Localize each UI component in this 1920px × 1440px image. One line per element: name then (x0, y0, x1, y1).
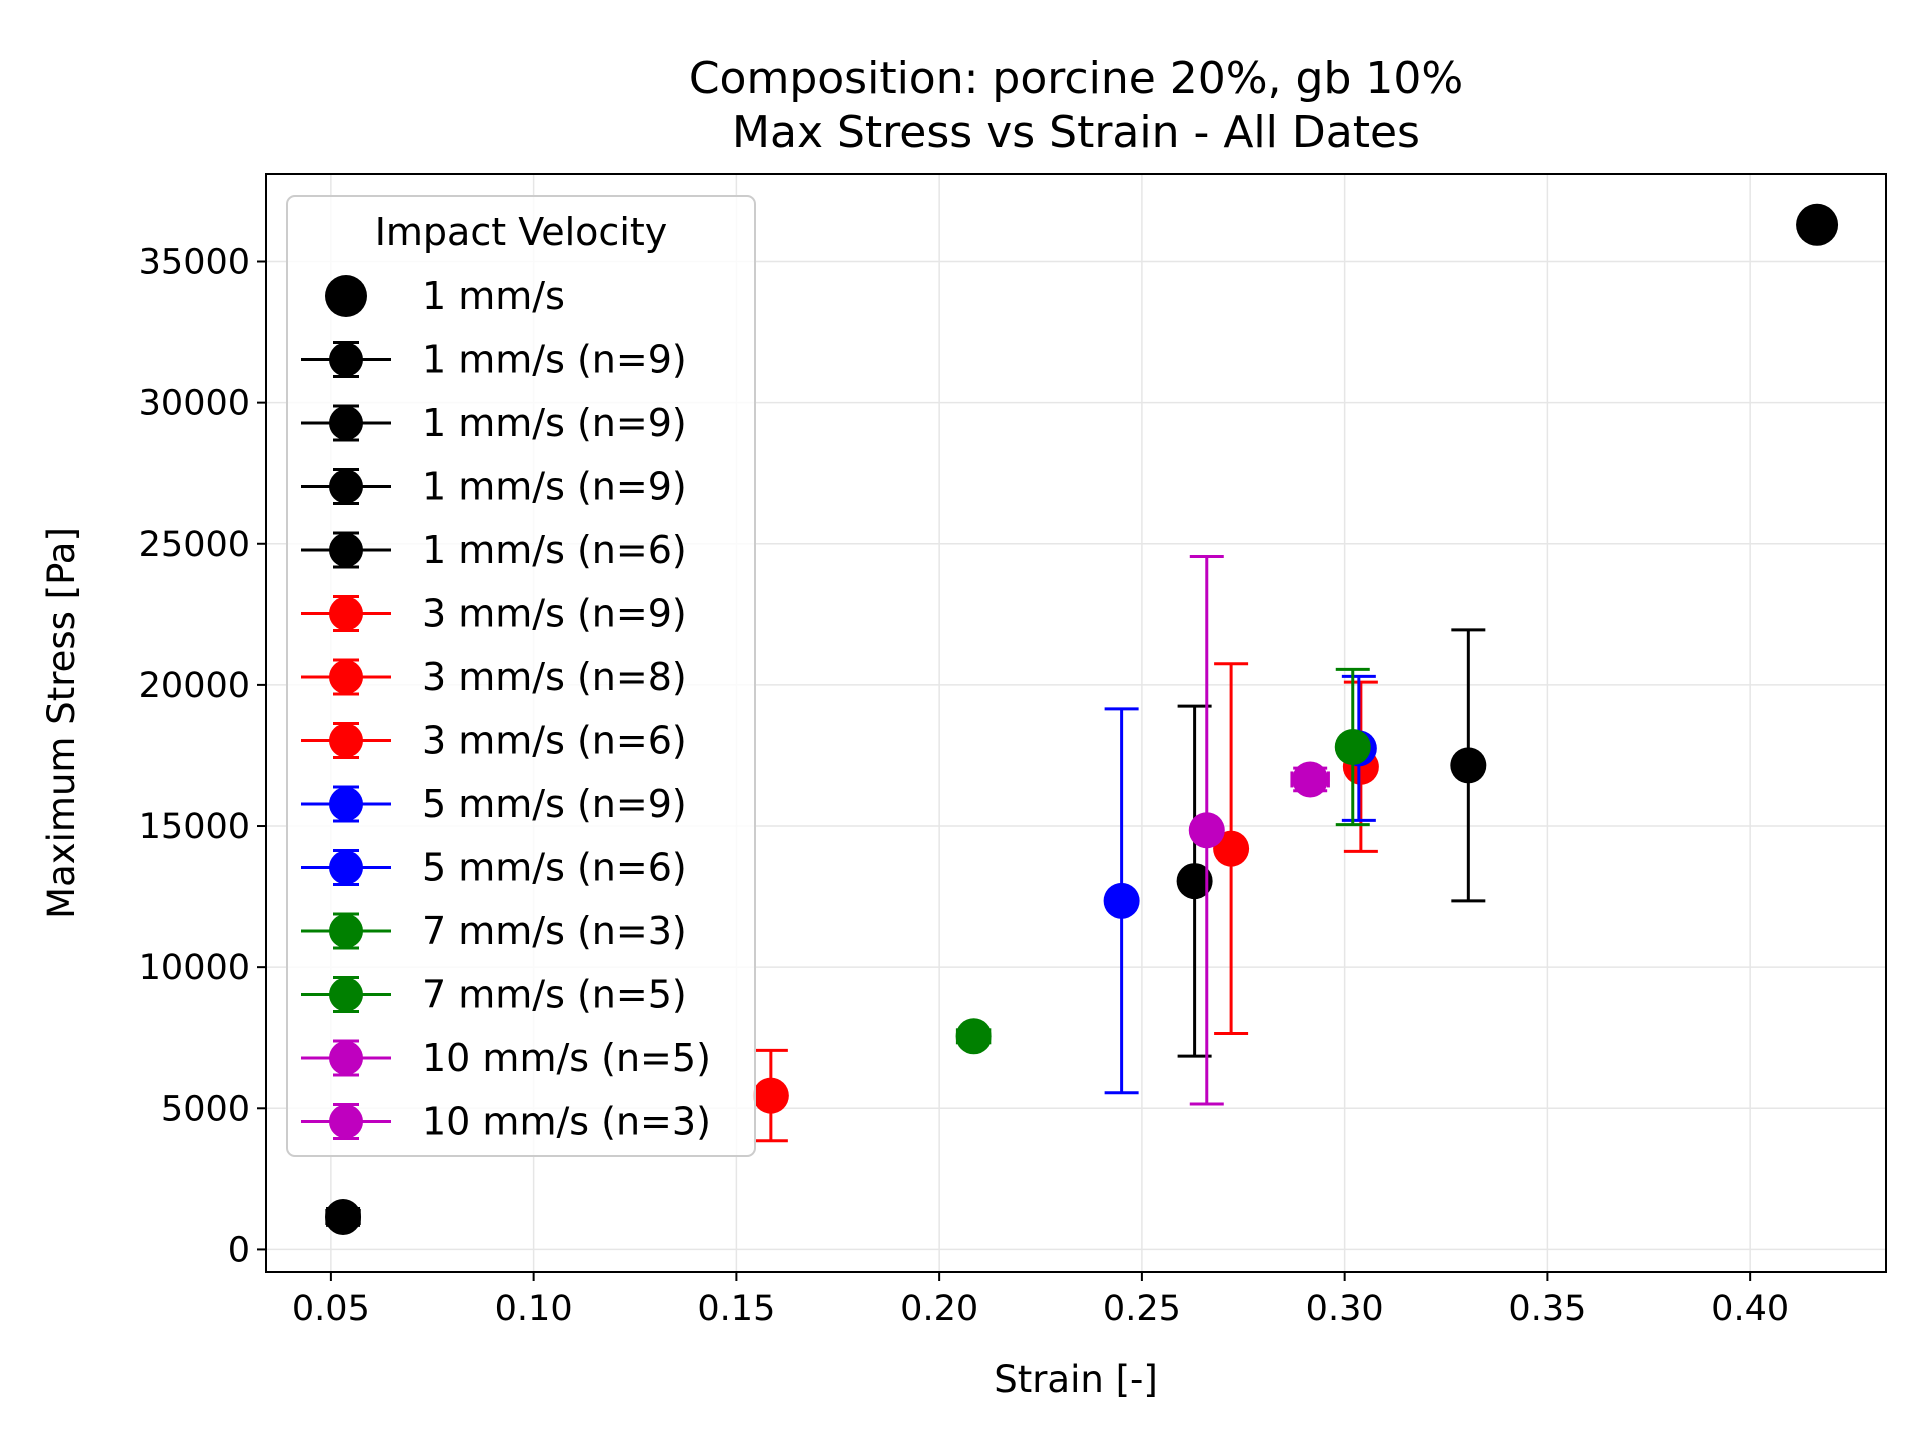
x-axis-ticks: 0.05 0.10 0.15 0.20 0.25 0.30 0.35 0.40 (292, 1272, 1789, 1329)
legend-label: 10 mm/s (n=5) (422, 1036, 711, 1080)
legend-label: 3 mm/s (n=9) (422, 592, 687, 636)
legend-marker (329, 1041, 363, 1075)
data-point (325, 1198, 362, 1235)
legend-label: 3 mm/s (n=8) (422, 655, 687, 699)
y-tick-label: 15000 (139, 807, 250, 847)
legend-marker (329, 469, 363, 504)
legend-marker (329, 977, 363, 1012)
legend-entry: 3 mm/s (n=9) (301, 592, 687, 636)
legend-label: 1 mm/s (n=9) (422, 338, 687, 382)
y-tick-label: 5000 (161, 1089, 250, 1129)
data-point-group (325, 1198, 362, 1235)
legend-entry: 3 mm/s (n=8) (301, 655, 687, 699)
legend-label: 1 mm/s (n=9) (422, 465, 687, 509)
legend-entry: 1 mm/s (n=6) (301, 528, 687, 572)
y-tick-label: 30000 (139, 384, 250, 424)
legend-entry: 1 mm/s (n=9) (301, 338, 687, 382)
legend-marker (329, 850, 363, 885)
chart-title-line-1: Composition: porcine 20%, gb 10% (689, 53, 1463, 104)
legend-marker (329, 342, 363, 377)
data-point-group (1450, 628, 1487, 903)
legend-title: Impact Velocity (375, 210, 668, 254)
x-tick-label: 0.20 (900, 1289, 978, 1329)
legend-label: 7 mm/s (n=3) (422, 909, 687, 953)
x-tick-label: 0.35 (1508, 1289, 1586, 1329)
legend-marker (329, 787, 363, 821)
legend-marker (329, 596, 363, 631)
legend-marker (325, 275, 367, 317)
legend-entry: 10 mm/s (n=5) (301, 1036, 711, 1080)
data-point (1450, 747, 1487, 784)
x-tick-label: 0.40 (1711, 1289, 1789, 1329)
legend-marker (329, 723, 363, 758)
legend-label: 1 mm/s (422, 274, 565, 318)
x-tick-label: 0.15 (697, 1289, 775, 1329)
legend-label: 7 mm/s (n=5) (422, 973, 687, 1017)
data-point (1103, 882, 1140, 919)
x-tick-label: 0.10 (495, 1289, 573, 1329)
legend-entries: 1 mm/s 1 mm/s (n=9) 1 mm/s (n=9) 1 mm/s (n=… (301, 274, 711, 1144)
data-point (955, 1018, 992, 1055)
data-point-group (1103, 707, 1140, 1095)
legend-entry: 5 mm/s (n=6) (301, 846, 687, 890)
legend-entry: 1 mm/s (n=9) (301, 401, 687, 445)
legend-entry: 10 mm/s (n=3) (301, 1100, 711, 1144)
legend-entry: 5 mm/s (n=9) (301, 782, 687, 826)
y-tick-label: 20000 (139, 666, 250, 706)
legend-entry: 3 mm/s (n=6) (301, 719, 687, 763)
data-point-group (1796, 203, 1839, 246)
data-point-group (752, 1048, 789, 1143)
data-point-group (1334, 667, 1371, 827)
data-point-group (1188, 554, 1225, 1106)
data-point (1292, 761, 1329, 798)
plot-frame (265, 173, 1887, 1273)
x-axis-label: Strain [-] (994, 1358, 1158, 1401)
data-point-group (1290, 761, 1330, 798)
legend-entry: 7 mm/s (n=3) (301, 909, 687, 953)
legend-label: 3 mm/s (n=6) (422, 719, 687, 763)
data-point (752, 1077, 789, 1114)
y-tick-label: 35000 (139, 243, 250, 283)
legend-label: 1 mm/s (n=9) (422, 401, 687, 445)
data-point (1334, 728, 1371, 765)
legend-marker (329, 914, 363, 948)
data-series (325, 203, 1839, 1235)
x-tick-label: 0.25 (1103, 1289, 1181, 1329)
legend-label: 5 mm/s (n=6) (422, 846, 687, 890)
data-point-group (1176, 704, 1213, 1058)
y-tick-label: 25000 (139, 525, 250, 565)
legend-marker (329, 533, 363, 567)
legend-entry: 1 mm/s (n=9) (301, 465, 687, 509)
legend-marker (329, 1104, 363, 1139)
chart-title-line-2: Max Stress vs Strain - All Dates (732, 107, 1420, 158)
legend-marker (329, 406, 363, 440)
legend-label: 1 mm/s (n=6) (422, 528, 687, 572)
legend-box (286, 195, 756, 1157)
y-tick-label: 10000 (139, 948, 250, 988)
x-tick-label: 0.30 (1306, 1289, 1384, 1329)
data-point-group (955, 1018, 992, 1055)
data-point (1188, 812, 1225, 849)
legend: Impact Velocity 1 mm/s1 mm/s (n=9)1 mm/s… (286, 195, 756, 1157)
y-axis-label: Maximum Stress [Pa] (40, 527, 83, 919)
legend-entry: 7 mm/s (n=5) (301, 973, 687, 1017)
y-tick-label: 0 (228, 1230, 250, 1270)
data-point (1176, 863, 1213, 900)
data-point (1796, 203, 1839, 246)
x-tick-label: 0.05 (292, 1289, 370, 1329)
legend-marker (329, 660, 363, 694)
y-axis-ticks: 0 5000 10000 15000 20000 25000 30000 35000 (139, 243, 266, 1270)
legend-label: 5 mm/s (n=9) (422, 782, 687, 826)
legend-entry: 1 mm/s (325, 274, 565, 318)
legend-label: 10 mm/s (n=3) (422, 1100, 711, 1144)
